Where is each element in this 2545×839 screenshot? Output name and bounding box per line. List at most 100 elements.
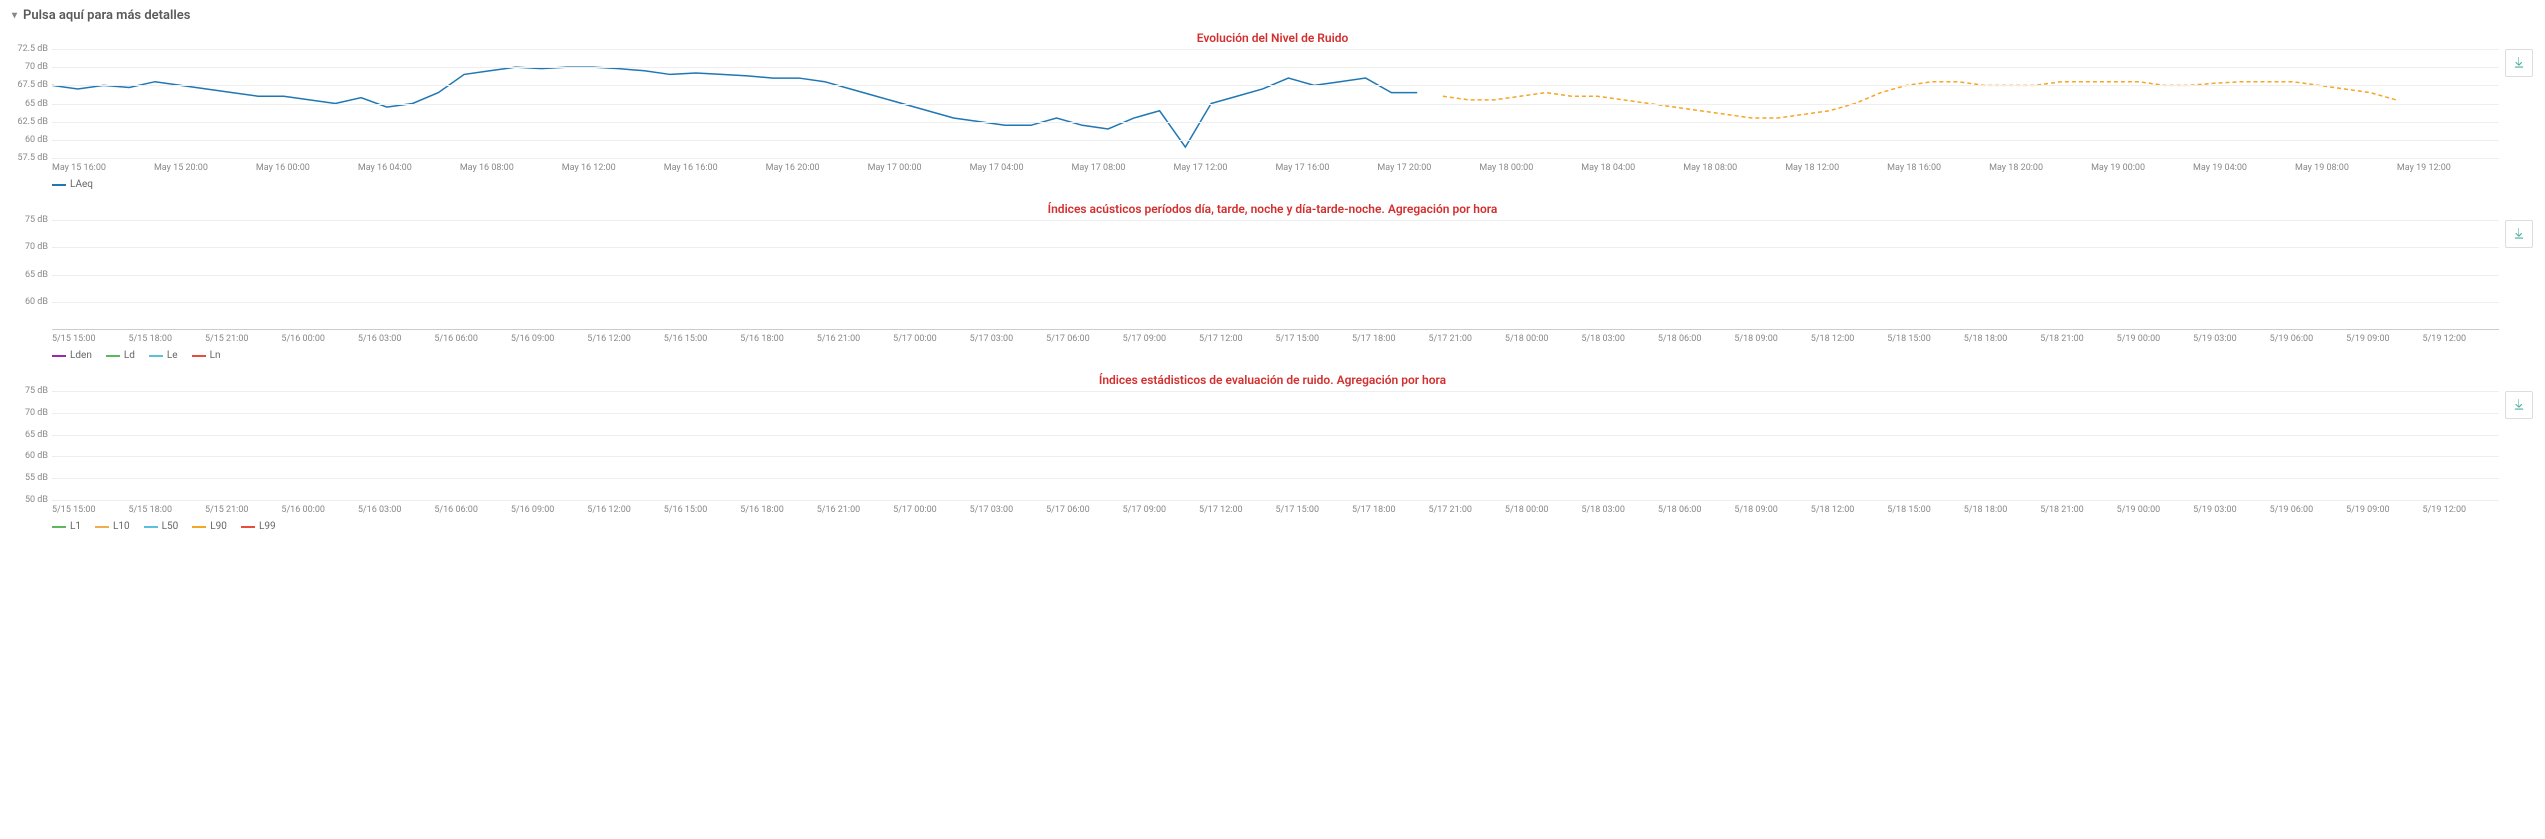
legend-label: L99: [259, 521, 276, 532]
x-tick-label: 5/19 09:00: [2346, 505, 2422, 515]
y-tick-label: 65 dB: [12, 430, 48, 440]
legend-item[interactable]: L10: [95, 521, 130, 532]
x-tick-label: 5/16 21:00: [817, 505, 893, 515]
x-tick-label: 5/16 15:00: [664, 334, 740, 344]
x-tick-label: 5/15 18:00: [128, 505, 204, 515]
legend-swatch: [192, 526, 206, 528]
chart1-plot: 57.5 dB60 dB62.5 dB65 dB67.5 dB70 dB72.5…: [52, 49, 2499, 159]
x-tick-label: 5/18 21:00: [2040, 505, 2116, 515]
chart-evolucion: Evolución del Nivel de Ruido 57.5 dB60 d…: [12, 31, 2533, 190]
y-tick-label: 75 dB: [12, 215, 48, 225]
chart-indices-estadisticos: Índices estádisticos de evaluación de ru…: [12, 373, 2533, 532]
x-tick-label: 5/17 18:00: [1352, 334, 1428, 344]
x-tick-label: 5/19 03:00: [2193, 334, 2269, 344]
legend-swatch: [149, 355, 163, 357]
x-tick-label: 5/17 06:00: [1046, 334, 1122, 344]
x-tick-label: May 17 00:00: [868, 163, 970, 173]
y-tick-label: 65 dB: [12, 270, 48, 280]
download-icon: [2512, 56, 2526, 70]
x-tick-label: 5/16 09:00: [511, 505, 587, 515]
download-button-1[interactable]: [2505, 49, 2533, 77]
legend-label: Le: [167, 350, 178, 361]
legend-label: L90: [210, 521, 227, 532]
x-tick-label: 5/17 21:00: [1428, 334, 1504, 344]
x-tick-label: 5/17 12:00: [1199, 505, 1275, 515]
x-tick-label: 5/19 03:00: [2193, 505, 2269, 515]
x-tick-label: 5/17 00:00: [893, 505, 969, 515]
legend-item[interactable]: Le: [149, 350, 178, 361]
legend-label: Ld: [124, 350, 135, 361]
details-title: Pulsa aquí para más detalles: [23, 8, 190, 23]
x-tick-label: 5/18 18:00: [1964, 334, 2040, 344]
x-tick-label: 5/15 21:00: [205, 505, 281, 515]
x-tick-label: May 17 08:00: [1072, 163, 1174, 173]
chart3-xaxis: 5/15 15:005/15 18:005/15 21:005/16 00:00…: [52, 501, 2499, 515]
chevron-down-icon: ▾: [12, 10, 17, 21]
x-tick-label: 5/19 12:00: [2423, 505, 2499, 515]
legend-swatch: [52, 184, 66, 186]
x-tick-label: May 16 16:00: [664, 163, 766, 173]
x-tick-label: 5/15 15:00: [52, 334, 128, 344]
x-tick-label: 5/18 15:00: [1887, 334, 1963, 344]
legend-item[interactable]: L99: [241, 521, 276, 532]
x-tick-label: 5/17 21:00: [1428, 505, 1504, 515]
x-tick-label: May 16 12:00: [562, 163, 664, 173]
legend-swatch: [52, 526, 66, 528]
x-tick-label: May 16 00:00: [256, 163, 358, 173]
x-tick-label: 5/17 09:00: [1123, 505, 1199, 515]
download-icon: [2512, 227, 2526, 241]
legend-item[interactable]: Ld: [106, 350, 135, 361]
x-tick-label: 5/17 12:00: [1199, 334, 1275, 344]
x-tick-label: 5/18 00:00: [1505, 505, 1581, 515]
x-tick-label: 5/18 03:00: [1581, 505, 1657, 515]
x-tick-label: 5/19 06:00: [2270, 505, 2346, 515]
legend-label: LAeq: [70, 179, 93, 190]
legend-swatch: [144, 526, 158, 528]
x-tick-label: May 18 12:00: [1785, 163, 1887, 173]
y-tick-label: 62.5 dB: [12, 117, 48, 127]
x-tick-label: 5/18 00:00: [1505, 334, 1581, 344]
legend-item[interactable]: L50: [144, 521, 179, 532]
y-tick-label: 65 dB: [12, 99, 48, 109]
y-tick-label: 70 dB: [12, 62, 48, 72]
legend-swatch: [106, 355, 120, 357]
x-tick-label: 5/18 12:00: [1811, 334, 1887, 344]
details-toggle[interactable]: ▾ Pulsa aquí para más detalles: [12, 8, 2533, 23]
legend-item[interactable]: L90: [192, 521, 227, 532]
chart3-legend: L1 L10 L50 L90 L99: [52, 521, 2533, 532]
chart2-title: Índices acústicos períodos día, tarde, n…: [12, 202, 2533, 216]
x-tick-label: 5/19 12:00: [2423, 334, 2499, 344]
x-tick-label: May 18 20:00: [1989, 163, 2091, 173]
x-tick-label: 5/19 09:00: [2346, 334, 2422, 344]
y-tick-label: 60 dB: [12, 135, 48, 145]
y-tick-label: 72.5 dB: [12, 44, 48, 54]
x-tick-label: May 17 16:00: [1275, 163, 1377, 173]
x-tick-label: 5/16 06:00: [434, 505, 510, 515]
chart-indices-periodos: Índices acústicos períodos día, tarde, n…: [12, 202, 2533, 361]
legend-laeq[interactable]: LAeq: [52, 179, 93, 190]
x-tick-label: 5/16 09:00: [511, 334, 587, 344]
x-tick-label: May 16 08:00: [460, 163, 562, 173]
x-tick-label: 5/18 09:00: [1734, 505, 1810, 515]
legend-item[interactable]: Lden: [52, 350, 92, 361]
download-button-3[interactable]: [2505, 391, 2533, 419]
x-tick-label: 5/17 06:00: [1046, 505, 1122, 515]
x-tick-label: 5/17 15:00: [1276, 334, 1352, 344]
legend-item[interactable]: Ln: [192, 350, 221, 361]
x-tick-label: May 15 20:00: [154, 163, 256, 173]
y-tick-label: 60 dB: [12, 297, 48, 307]
x-tick-label: 5/17 03:00: [970, 334, 1046, 344]
x-tick-label: May 18 00:00: [1479, 163, 1581, 173]
x-tick-label: 5/17 18:00: [1352, 505, 1428, 515]
x-tick-label: May 16 04:00: [358, 163, 460, 173]
x-tick-label: 5/17 00:00: [893, 334, 969, 344]
download-button-2[interactable]: [2505, 220, 2533, 248]
y-tick-label: 55 dB: [12, 473, 48, 483]
legend-item[interactable]: L1: [52, 521, 81, 532]
x-tick-label: 5/16 12:00: [587, 334, 663, 344]
y-tick-label: 67.5 dB: [12, 80, 48, 90]
y-tick-label: 60 dB: [12, 451, 48, 461]
x-tick-label: 5/15 18:00: [128, 334, 204, 344]
legend-swatch: [95, 526, 109, 528]
x-tick-label: 5/18 21:00: [2040, 334, 2116, 344]
